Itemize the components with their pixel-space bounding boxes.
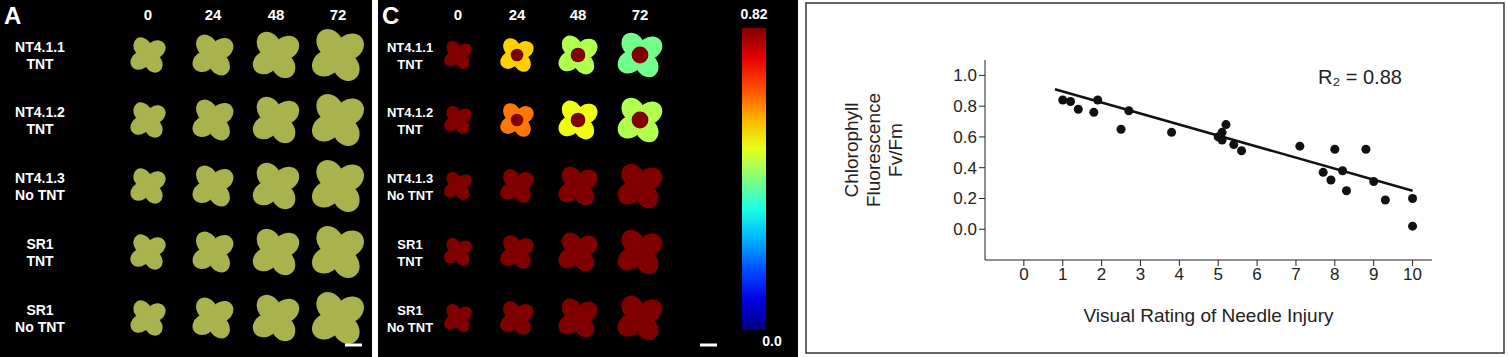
svg-text:0: 0	[454, 6, 462, 23]
svg-text:TNT: TNT	[397, 57, 422, 72]
svg-text:TNT: TNT	[397, 122, 422, 137]
svg-text:TNT: TNT	[26, 56, 54, 72]
svg-text:NT4.1.2: NT4.1.2	[387, 105, 433, 120]
svg-text:SR1: SR1	[397, 303, 422, 318]
svg-text:0.82: 0.82	[740, 6, 767, 22]
svg-text:Visual Rating of Needle Injury: Visual Rating of Needle Injury	[1084, 305, 1334, 326]
svg-text:2: 2	[1097, 265, 1106, 284]
svg-text:72: 72	[632, 6, 649, 23]
svg-text:0.6: 0.6	[953, 128, 977, 147]
svg-text:1: 1	[1058, 265, 1067, 284]
svg-text:72: 72	[330, 6, 347, 23]
svg-text:NT4.1.3: NT4.1.3	[15, 170, 65, 186]
svg-text:8: 8	[1330, 265, 1339, 284]
svg-text:1.0: 1.0	[953, 66, 977, 85]
svg-text:48: 48	[268, 6, 285, 23]
svg-text:4: 4	[1175, 265, 1184, 284]
svg-text:NT4.1.2: NT4.1.2	[15, 104, 65, 120]
svg-text:0.4: 0.4	[953, 159, 977, 178]
svg-text:NT4.1.3: NT4.1.3	[387, 171, 433, 186]
svg-text:0.2: 0.2	[953, 189, 977, 208]
svg-text:3: 3	[1136, 265, 1145, 284]
svg-text:NT4.1.1: NT4.1.1	[15, 39, 65, 55]
svg-text:0: 0	[1019, 265, 1028, 284]
svg-text:0.8: 0.8	[953, 97, 977, 116]
svg-text:9: 9	[1369, 265, 1378, 284]
svg-text:10: 10	[1403, 265, 1422, 284]
svg-text:TNT: TNT	[397, 254, 422, 269]
svg-text:24: 24	[509, 6, 526, 23]
svg-text:A: A	[4, 2, 21, 29]
svg-text:7: 7	[1291, 265, 1300, 284]
svg-text:No TNT: No TNT	[15, 187, 65, 203]
svg-text:No TNT: No TNT	[15, 319, 65, 335]
svg-text:24: 24	[205, 6, 222, 23]
svg-text:SR1: SR1	[397, 237, 422, 252]
svg-text:SR1: SR1	[26, 302, 53, 318]
svg-text:C: C	[382, 2, 399, 29]
svg-text:R₂ = 0.88: R₂ = 0.88	[1318, 66, 1402, 88]
svg-text:6: 6	[1252, 265, 1261, 284]
svg-text:No TNT: No TNT	[387, 188, 433, 203]
svg-text:NT4.1.1: NT4.1.1	[387, 40, 433, 55]
svg-text:0.0: 0.0	[953, 220, 977, 239]
svg-text:0.0: 0.0	[762, 333, 782, 349]
svg-text:0: 0	[144, 6, 152, 23]
svg-text:TNT: TNT	[26, 121, 54, 137]
svg-text:TNT: TNT	[26, 253, 54, 269]
svg-text:SR1: SR1	[26, 236, 53, 252]
svg-text:5: 5	[1213, 265, 1222, 284]
svg-text:48: 48	[570, 6, 587, 23]
svg-text:ChlorophyllFluorescenceFv/Fm: ChlorophyllFluorescenceFv/Fm	[841, 93, 906, 207]
svg-text:No TNT: No TNT	[387, 320, 433, 335]
